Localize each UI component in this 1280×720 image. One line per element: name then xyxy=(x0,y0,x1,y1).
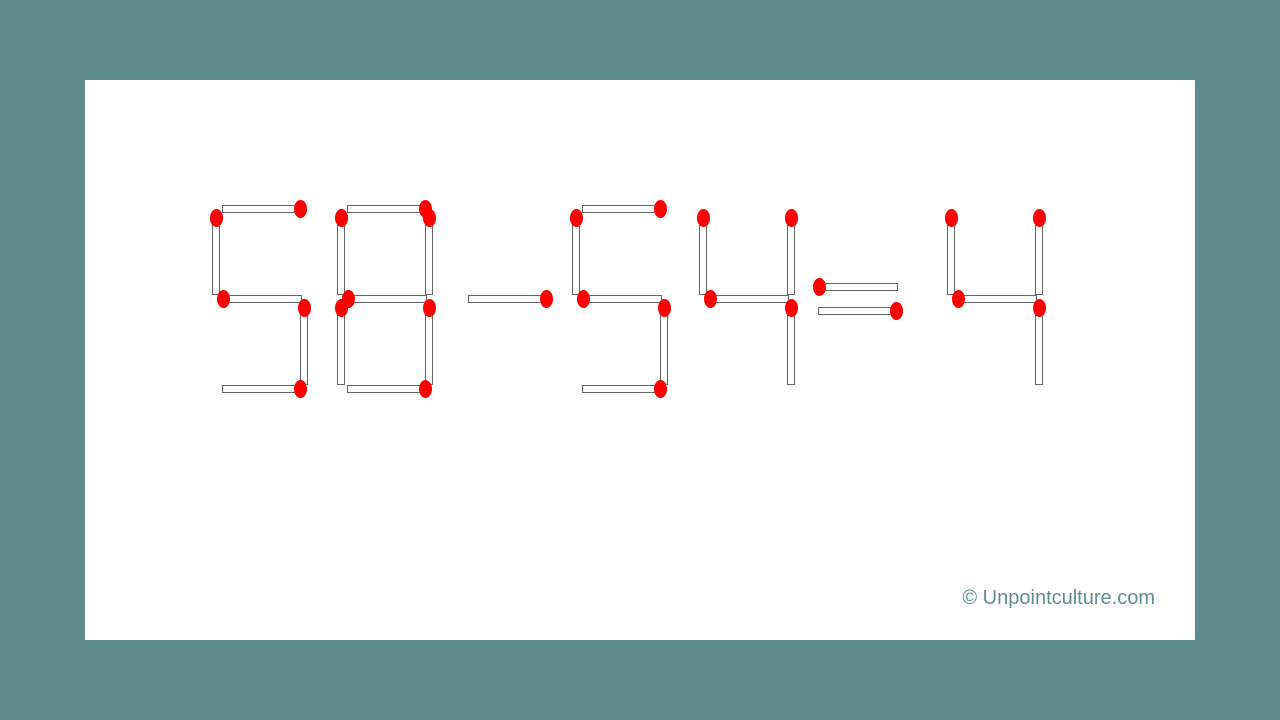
match-seg-c xyxy=(1035,305,1043,385)
match-seg-d xyxy=(582,385,662,393)
minus-sign xyxy=(468,295,548,303)
match-seg-f xyxy=(212,215,220,295)
matchstick-equation xyxy=(210,205,1210,465)
match-seg-g xyxy=(222,295,302,303)
inner-canvas: © Unpointculture.com xyxy=(85,80,1195,640)
credit-text: © Unpointculture.com xyxy=(962,587,1155,610)
match-seg-d xyxy=(222,385,302,393)
match-seg-b xyxy=(425,215,433,295)
match-seg-f xyxy=(699,215,707,295)
match-seg-a xyxy=(347,205,427,213)
match-seg-a xyxy=(582,205,662,213)
match-seg-c xyxy=(660,305,668,385)
match-seg-c xyxy=(300,305,308,385)
match-seg-a xyxy=(222,205,302,213)
digit-4 xyxy=(945,205,1045,395)
match-seg-f xyxy=(572,215,580,295)
match-seg-f xyxy=(947,215,955,295)
match-seg-b xyxy=(787,215,795,295)
match-seg-g xyxy=(347,295,427,303)
match-seg-f xyxy=(337,215,345,295)
match-seg-b xyxy=(1035,215,1043,295)
digit-5 xyxy=(210,205,310,395)
outer-frame: © Unpointculture.com xyxy=(0,0,1280,720)
match-seg-d xyxy=(347,385,427,393)
digit-8 xyxy=(335,205,435,395)
match-seg-g xyxy=(709,295,789,303)
match-seg-e xyxy=(337,305,345,385)
equals-top xyxy=(818,283,898,291)
match-seg-c xyxy=(787,305,795,385)
equals-bottom xyxy=(818,307,898,315)
match-seg-g xyxy=(957,295,1037,303)
digit-4 xyxy=(697,205,797,395)
digit-5 xyxy=(570,205,670,395)
match-seg-c xyxy=(425,305,433,385)
match-seg-g xyxy=(582,295,662,303)
